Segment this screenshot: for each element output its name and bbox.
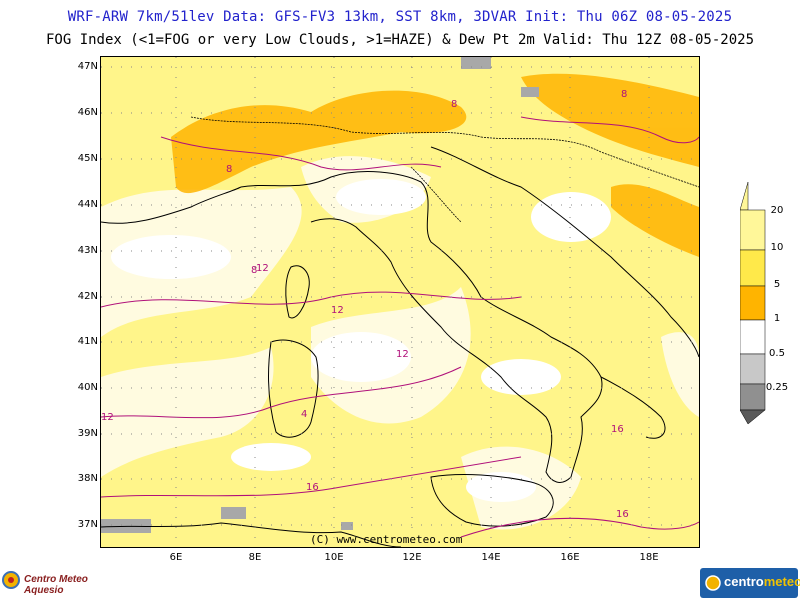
contour-label: 16 [306,482,319,493]
white-areas [111,179,611,502]
logo-globe-icon [705,575,721,591]
lon-label-8e: 8E [248,552,262,563]
lat-label-39n: 39N [77,428,98,439]
dewpoint-contours [101,116,699,538]
logo-left-text: Centro Meteo Aquesio [24,574,88,596]
lat-label-40n: 40N [77,382,98,393]
contour-label: 8 [251,265,257,276]
legend-label-20: 20 [770,205,784,216]
legend-label-0-5: 0.5 [769,348,785,359]
lon-label-18e: 18E [639,552,659,563]
lat-label-42n: 42N [77,291,98,302]
centrometeo-logo[interactable]: centrometeo [700,568,800,598]
title-line-1: WRF-ARW 7km/51lev Data: GFS-FV3 13km, SS… [67,9,733,25]
color-legend: 20 10 5 1 0.5 0.25 [739,180,788,425]
lon-label-16e: 16E [560,552,580,563]
lat-label-38n: 38N [77,473,98,484]
contour-labels: 8 12 12 12 12 16 16 16 8 8 8 4 [101,89,629,520]
gray-fog-areas [101,57,539,533]
lon-label-6e: 6E [169,552,183,563]
borders [190,116,699,223]
legend-label-5: 5 [773,279,781,290]
contour-label: 16 [611,424,624,435]
logo-right-text: centrometeo [724,574,800,589]
contour-label: 12 [101,412,114,423]
map-canvas: 8 12 12 12 12 16 16 16 8 8 8 4 [101,57,699,547]
lon-label-10e: 10E [324,552,344,563]
contour-label: 8 [451,99,457,110]
coastlines [101,146,699,547]
contour-label: 12 [396,349,409,360]
lat-label-37n: 37N [77,519,98,530]
copyright-text: (C) www.centrometeo.com [310,533,463,546]
lat-label-46n: 46N [77,107,98,118]
legend-label-1: 1 [773,313,781,324]
lat-label-45n: 45N [77,153,98,164]
legend-bar [739,181,766,425]
title-line-2: FOG Index (<1=FOG or very Low Clouds, >1… [45,32,754,48]
lat-label-41n: 41N [77,336,98,347]
centro-meteo-aquesio-logo[interactable]: Centro Meteo Aquesio [2,566,122,596]
legend-label-0-25: 0.25 [765,382,789,393]
lon-label-14e: 14E [481,552,501,563]
contour-label: 8 [621,89,627,100]
orange-areas [171,73,699,257]
lat-label-47n: 47N [77,61,98,72]
lat-label-43n: 43N [77,245,98,256]
contour-label: 12 [331,305,344,316]
contour-label: 8 [226,164,232,175]
contour-label: 12 [256,263,269,274]
lat-label-44n: 44N [77,199,98,210]
lon-label-12e: 12E [402,552,422,563]
fog-index-map: 8 12 12 12 12 16 16 16 8 8 8 4 [100,56,700,548]
contour-label: 4 [301,409,307,420]
logo-emblem-icon [2,571,20,589]
legend-label-10: 10 [770,242,784,253]
contour-label: 16 [616,509,629,520]
